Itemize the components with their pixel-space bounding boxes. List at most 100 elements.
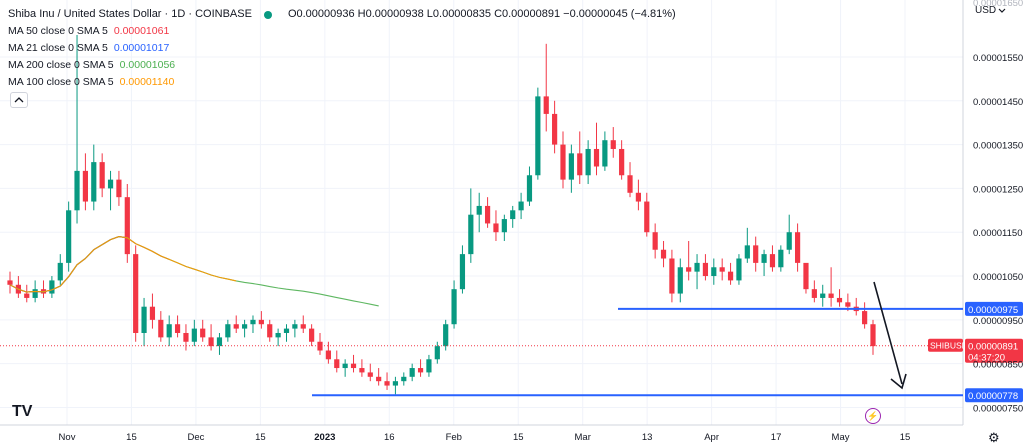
candle-body xyxy=(334,359,340,369)
candle-body xyxy=(568,153,574,180)
candle-body xyxy=(359,368,365,373)
lightning-icon[interactable]: ⚡ xyxy=(865,408,881,424)
candle-body xyxy=(552,113,558,145)
time-tick-label: 15 xyxy=(513,432,524,443)
candle-body xyxy=(91,162,97,202)
indicator-value: 0.00001140 xyxy=(119,76,175,89)
gear-icon[interactable]: ⚙ xyxy=(988,430,1000,445)
candle-body xyxy=(794,232,801,263)
tradingview-logo[interactable]: TV xyxy=(12,403,33,420)
last-price-label: 0.00000891 xyxy=(968,342,1018,353)
time-tick-label: 16 xyxy=(384,432,395,443)
candle-body xyxy=(107,179,114,189)
time-tick-label: Dec xyxy=(187,432,204,443)
candle-body xyxy=(753,245,759,263)
candle-body xyxy=(836,297,843,303)
candle-body xyxy=(200,328,206,338)
candle-body xyxy=(392,381,399,386)
candle-body xyxy=(250,319,256,325)
market-status-icon xyxy=(263,10,272,19)
candle-body xyxy=(459,254,466,290)
indicator-ma200[interactable]: MA 200 close 0 SMA 5 0.00001056 xyxy=(8,57,676,74)
candle-body xyxy=(778,249,784,268)
level-label: 0.00000778 xyxy=(968,391,1018,402)
candle-body xyxy=(736,258,742,281)
candle-body xyxy=(124,197,130,255)
candle-body xyxy=(443,324,449,347)
indicator-ma21[interactable]: MA 21 close 0 SMA 5 0.00001017 xyxy=(8,40,676,57)
legend-header: Shiba Inu / United States Dollar · 1D · … xyxy=(8,6,676,23)
candle-body xyxy=(652,232,658,250)
candle-body xyxy=(744,245,750,259)
candle-body xyxy=(49,280,55,294)
candle-body xyxy=(786,232,792,250)
ma200-line xyxy=(9,236,379,307)
candle-body xyxy=(828,293,834,298)
time-tick-label: Apr xyxy=(704,432,719,443)
time-tick-label: May xyxy=(832,432,850,443)
candle-body xyxy=(660,249,667,259)
candle-body xyxy=(309,328,315,342)
price-tick-label: 0.00001050 xyxy=(973,272,1023,283)
candle-body xyxy=(560,144,566,180)
currency-label: USD xyxy=(975,5,997,16)
candle-body xyxy=(283,328,290,333)
candle-body xyxy=(216,337,223,347)
candle-body xyxy=(208,337,214,347)
time-tick-label: Nov xyxy=(59,432,76,443)
price-tick-label: 0.00000750 xyxy=(973,403,1023,414)
time-tick-label: Feb xyxy=(446,432,462,443)
candle-body xyxy=(183,332,189,342)
candle-body xyxy=(158,319,164,338)
candle-body xyxy=(845,302,851,307)
indicator-ma50[interactable]: MA 50 close 0 SMA 5 0.00001061 xyxy=(8,23,676,40)
indicator-ma100[interactable]: MA 100 close 0 SMA 5 0.00001140 xyxy=(8,74,676,91)
price-tick-label: 0.00001650 xyxy=(973,0,1023,9)
countdown-label: 04:37:20 xyxy=(968,353,1005,364)
chevron-up-icon[interactable] xyxy=(10,92,28,108)
currency-selector[interactable]: USD xyxy=(975,5,1006,16)
candle-body xyxy=(7,280,13,285)
candle-body xyxy=(74,170,80,211)
time-tick-label: 2023 xyxy=(314,432,335,443)
price-tick-label: 0.00001250 xyxy=(973,184,1023,195)
projection-arrow-line xyxy=(873,281,903,385)
candle-body xyxy=(191,328,197,342)
candle-body xyxy=(501,219,507,233)
candle-body xyxy=(577,153,583,176)
candle-body xyxy=(417,368,424,373)
candle-body xyxy=(803,262,809,290)
candle-body xyxy=(82,170,89,202)
candle-body xyxy=(116,179,122,198)
candle-body xyxy=(593,148,600,167)
candle-body xyxy=(426,359,432,373)
candle-body xyxy=(350,363,357,369)
candle-body xyxy=(702,262,709,277)
candle-body xyxy=(342,363,348,369)
candle-body xyxy=(610,140,616,149)
candle-body xyxy=(300,324,306,329)
symbol-title[interactable]: Shiba Inu / United States Dollar · 1D · … xyxy=(8,8,252,20)
ma100-line xyxy=(9,236,237,293)
level-tag xyxy=(965,301,1023,316)
candle-body xyxy=(619,148,625,176)
candle-body xyxy=(484,205,491,224)
indicator-label: MA 200 close 0 SMA 5 xyxy=(8,59,114,72)
candle-body xyxy=(510,210,516,220)
candle-body xyxy=(476,205,482,215)
ma50-line xyxy=(9,236,170,293)
candle-body xyxy=(602,140,608,167)
indicator-value: 0.00001056 xyxy=(119,59,176,72)
time-tick-label: 17 xyxy=(771,432,782,443)
candle-body xyxy=(242,324,248,329)
candle-body xyxy=(141,306,147,333)
candle-body xyxy=(166,324,172,338)
price-tick-label: 0.00001550 xyxy=(973,53,1023,64)
candle-body xyxy=(543,96,549,114)
indicator-value: 0.00001017 xyxy=(113,42,170,55)
candle-body xyxy=(677,267,683,294)
candle-body xyxy=(769,254,776,268)
candle-body xyxy=(493,223,499,233)
candle-body xyxy=(66,210,72,263)
